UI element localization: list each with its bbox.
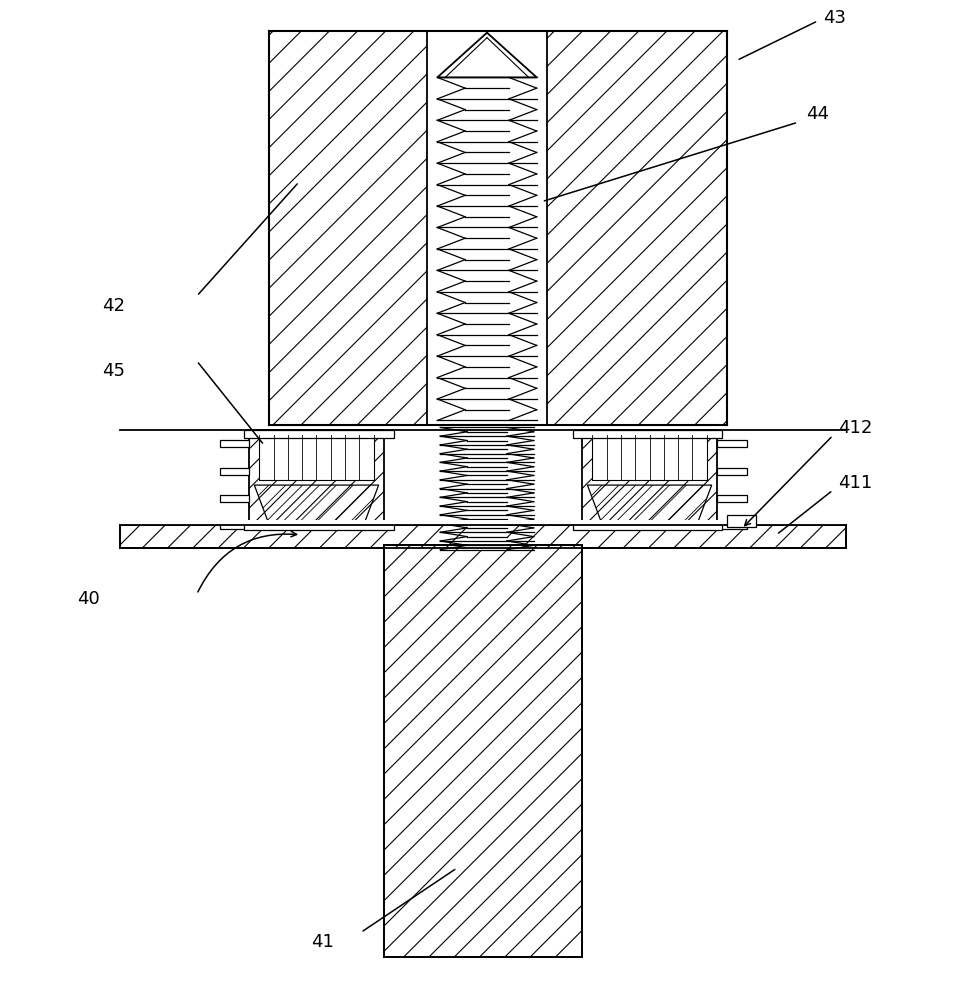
Bar bbox=[717, 522, 747, 529]
Bar bbox=[219, 495, 250, 502]
Bar bbox=[427, 31, 547, 425]
Text: 43: 43 bbox=[823, 9, 846, 27]
Bar bbox=[120, 525, 846, 548]
Bar bbox=[582, 430, 717, 530]
Text: 42: 42 bbox=[102, 297, 125, 315]
Bar bbox=[467, 427, 507, 550]
Text: 40: 40 bbox=[77, 590, 100, 608]
Bar bbox=[245, 430, 394, 438]
Bar bbox=[572, 522, 722, 530]
Bar bbox=[726, 515, 757, 527]
Bar bbox=[120, 520, 846, 525]
Bar bbox=[219, 522, 250, 529]
Bar bbox=[245, 522, 394, 530]
Bar bbox=[717, 440, 747, 447]
Text: 412: 412 bbox=[838, 419, 873, 437]
Bar bbox=[717, 468, 747, 475]
Bar bbox=[259, 435, 373, 480]
Bar bbox=[269, 31, 726, 425]
Text: 45: 45 bbox=[102, 362, 125, 380]
Polygon shape bbox=[254, 485, 378, 525]
Bar bbox=[250, 430, 383, 530]
Text: 411: 411 bbox=[838, 474, 873, 492]
Bar bbox=[572, 430, 722, 438]
Polygon shape bbox=[438, 33, 536, 77]
Bar bbox=[717, 495, 747, 502]
Bar bbox=[465, 77, 509, 420]
Bar bbox=[219, 468, 250, 475]
Text: 41: 41 bbox=[311, 933, 333, 951]
Bar bbox=[593, 435, 707, 480]
Bar bbox=[219, 440, 250, 447]
Polygon shape bbox=[587, 485, 712, 525]
Bar bbox=[383, 545, 582, 957]
Text: 44: 44 bbox=[806, 105, 829, 123]
